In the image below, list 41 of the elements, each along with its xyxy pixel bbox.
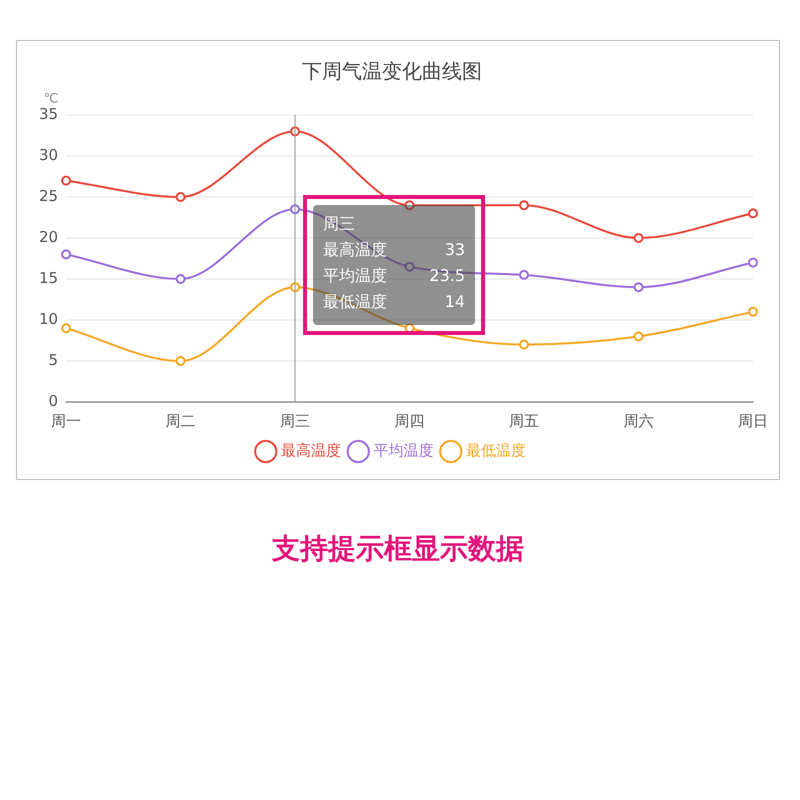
point bbox=[176, 356, 186, 366]
text: 支持提示框显示数据 bbox=[270, 531, 525, 567]
point bbox=[61, 249, 72, 260]
y-tick-label: 15 bbox=[38, 268, 58, 287]
y-tick-label: 20 bbox=[38, 228, 58, 246]
point bbox=[519, 200, 530, 210]
point bbox=[634, 331, 644, 342]
text: 最高温度 33 bbox=[323, 240, 466, 260]
x-tick-label: 周四 bbox=[394, 412, 425, 430]
y-tick-label: 35 bbox=[38, 104, 58, 123]
y-axis-title: ℃ bbox=[44, 91, 58, 106]
point bbox=[634, 282, 644, 292]
x-tick-label: 周五 bbox=[509, 412, 540, 430]
point bbox=[634, 233, 644, 243]
x-tick-label: 周三 bbox=[280, 412, 310, 430]
x-tick-label: 周一 bbox=[51, 412, 82, 430]
text: 平均温度 23.5 bbox=[323, 266, 466, 286]
y-tick-label: 30 bbox=[38, 146, 58, 164]
annotation: 周三 bbox=[323, 214, 356, 234]
point bbox=[748, 258, 758, 268]
y-tick-label: 10 bbox=[38, 310, 58, 328]
point bbox=[61, 176, 72, 186]
point bbox=[748, 306, 758, 317]
x-tick-label: 周六 bbox=[624, 412, 654, 430]
point bbox=[61, 323, 72, 334]
legend-label: 最高温度 bbox=[280, 441, 341, 460]
point bbox=[404, 262, 415, 272]
point bbox=[519, 340, 530, 350]
point bbox=[176, 192, 186, 202]
chart-title: 下周气温变化曲线图 bbox=[302, 59, 482, 84]
point bbox=[404, 200, 415, 210]
legend-label: 平均温度 bbox=[373, 441, 434, 460]
x-tick-label: 周日 bbox=[738, 412, 768, 430]
point bbox=[176, 274, 186, 284]
point bbox=[519, 270, 530, 280]
y-tick-label: 0 bbox=[48, 392, 58, 410]
legend-label: 最低温度 bbox=[466, 441, 526, 460]
y-tick-label: 5 bbox=[48, 350, 58, 369]
x-tick-label: 周二 bbox=[166, 412, 196, 430]
y-tick-label: 25 bbox=[38, 186, 58, 205]
point bbox=[748, 208, 758, 218]
